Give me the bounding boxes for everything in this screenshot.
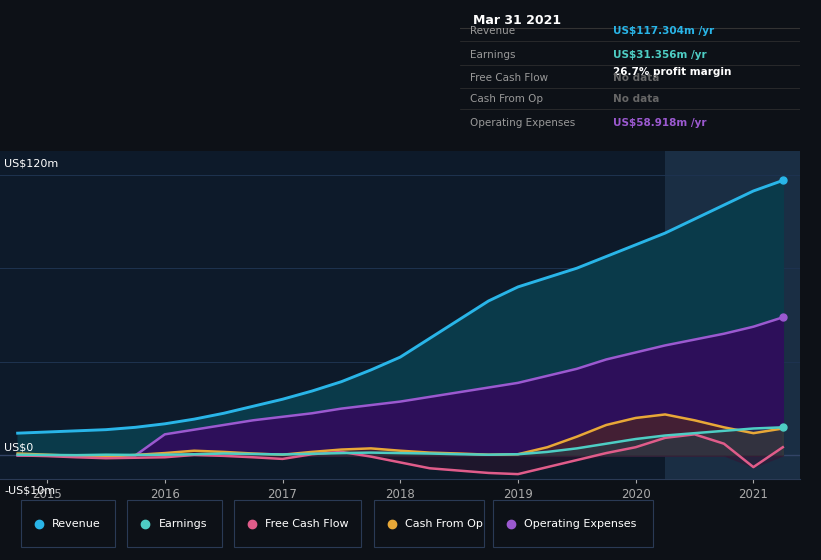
- Text: US$120m: US$120m: [4, 158, 58, 168]
- Text: 26.7% profit margin: 26.7% profit margin: [613, 67, 732, 77]
- Text: Cash From Op: Cash From Op: [470, 94, 543, 104]
- Text: Mar 31 2021: Mar 31 2021: [474, 14, 562, 27]
- Text: US$31.356m /yr: US$31.356m /yr: [613, 50, 707, 60]
- Text: No data: No data: [613, 94, 659, 104]
- Text: -US$10m: -US$10m: [4, 486, 55, 496]
- Text: Free Cash Flow: Free Cash Flow: [265, 519, 349, 529]
- Text: Revenue: Revenue: [470, 26, 515, 36]
- Text: No data: No data: [613, 73, 659, 82]
- Text: Operating Expenses: Operating Expenses: [470, 118, 576, 128]
- Text: Revenue: Revenue: [52, 519, 100, 529]
- Text: Operating Expenses: Operating Expenses: [524, 519, 636, 529]
- Text: US$117.304m /yr: US$117.304m /yr: [613, 26, 714, 36]
- Text: Cash From Op: Cash From Op: [405, 519, 483, 529]
- Text: Free Cash Flow: Free Cash Flow: [470, 73, 548, 82]
- Text: Earnings: Earnings: [158, 519, 207, 529]
- Bar: [665, 151, 800, 479]
- Text: US$58.918m /yr: US$58.918m /yr: [613, 118, 707, 128]
- Text: Earnings: Earnings: [470, 50, 516, 60]
- Text: US$0: US$0: [4, 442, 34, 452]
